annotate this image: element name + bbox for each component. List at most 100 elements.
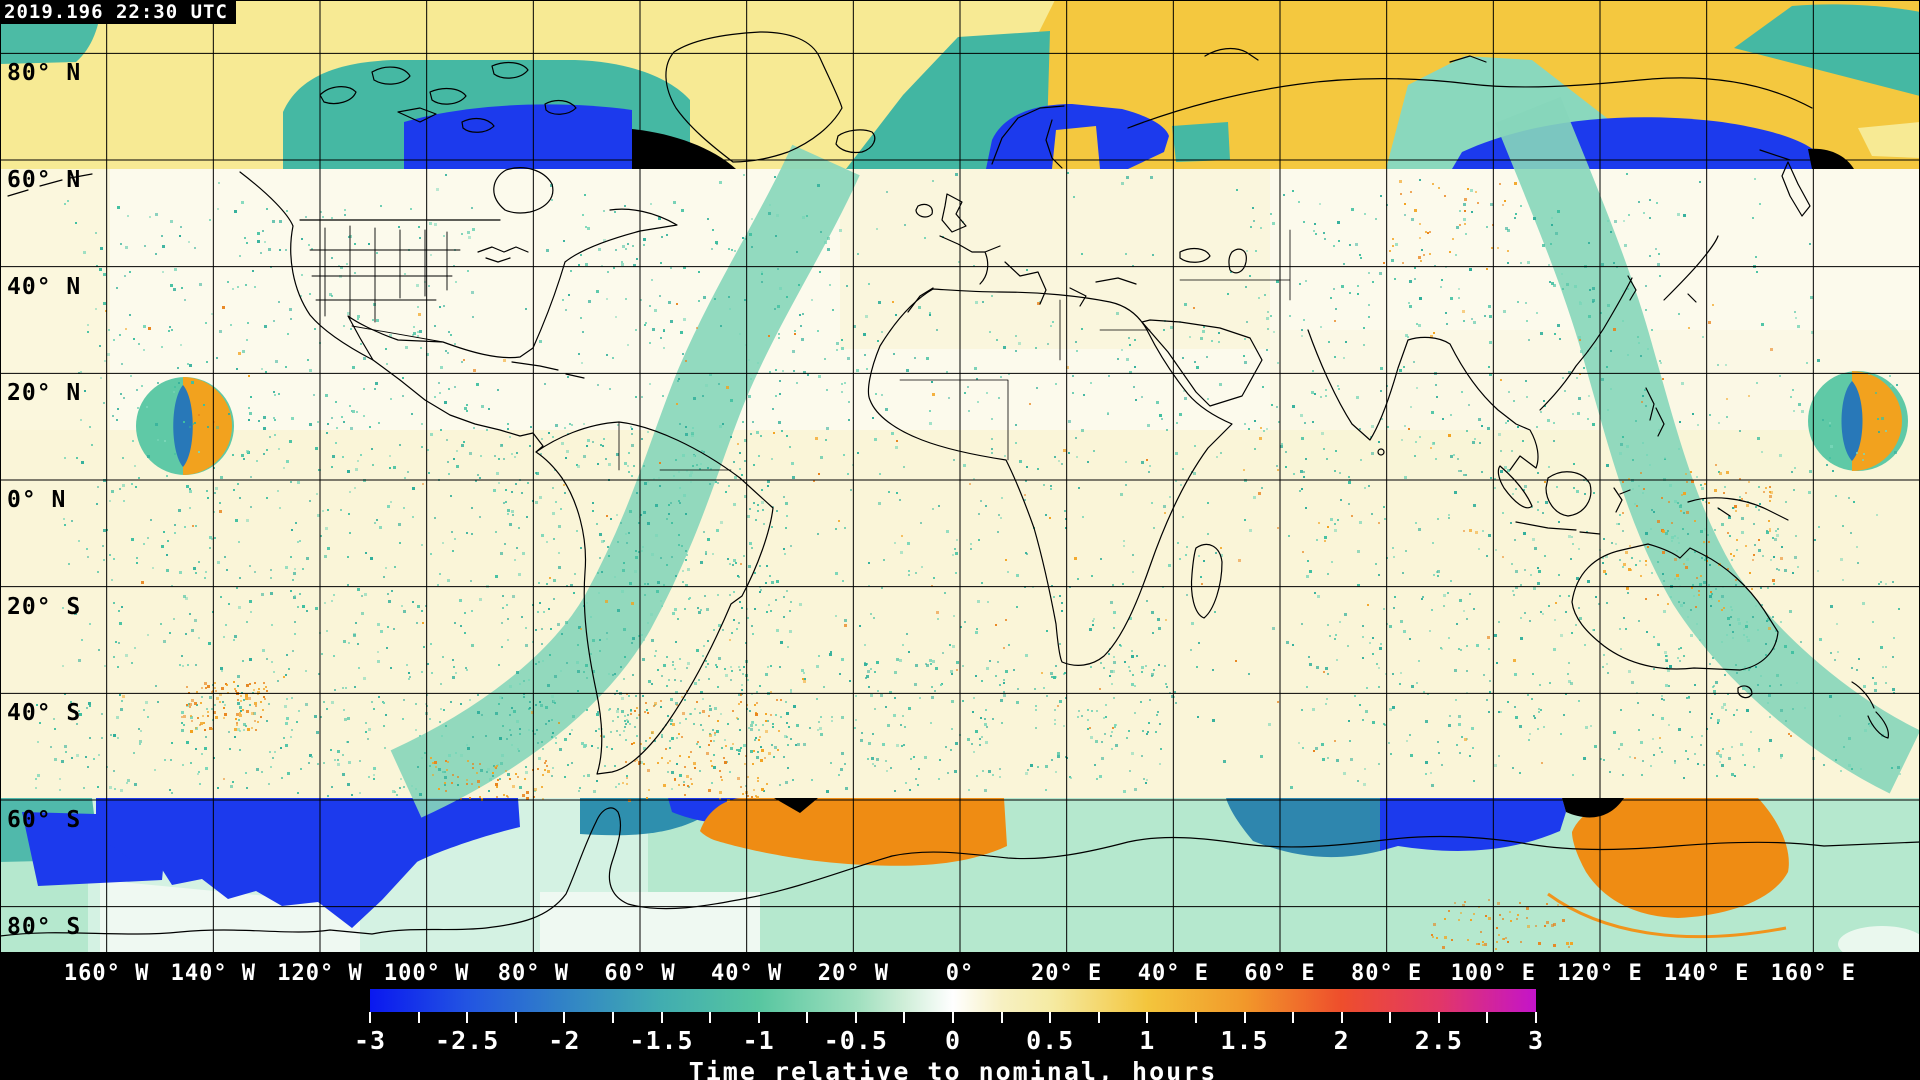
colorbar-gradient bbox=[370, 989, 1536, 1012]
lon-label: 140° W bbox=[170, 961, 257, 986]
lon-label: 0° bbox=[945, 961, 975, 986]
descending-swaths bbox=[390, 97, 1920, 818]
lon-label: 160° E bbox=[1770, 961, 1857, 986]
us-state-lines bbox=[309, 225, 461, 343]
colorbar-tick bbox=[806, 1012, 809, 1023]
lon-label: 140° E bbox=[1663, 961, 1750, 986]
lat-label: 60° S bbox=[7, 807, 82, 833]
country-borders bbox=[618, 229, 1291, 471]
colorbar-tick bbox=[1243, 1012, 1246, 1023]
descending-swath-east bbox=[1495, 97, 1920, 794]
no-data-wedge-se bbox=[1562, 798, 1624, 818]
coast-antarctica bbox=[0, 807, 1920, 937]
arctic-islands bbox=[319, 61, 577, 133]
coast-greenland bbox=[665, 31, 843, 163]
colorbar-label: 1 bbox=[1139, 1026, 1156, 1055]
colorbar-tick bbox=[709, 1012, 712, 1023]
colorbar-title: Time relative to nominal, hours bbox=[688, 1057, 1218, 1080]
lon-label: 20° E bbox=[1031, 961, 1103, 986]
colorbar-tick bbox=[1049, 1012, 1052, 1023]
lon-label: 80° E bbox=[1351, 961, 1423, 986]
colorbar-tick bbox=[1389, 1012, 1392, 1023]
lon-label: 160° W bbox=[63, 961, 150, 986]
coast-kamchatka bbox=[1759, 149, 1811, 217]
coast-se-asia-islands bbox=[1497, 387, 1789, 535]
lon-label: 60° W bbox=[604, 961, 676, 986]
descending-swath-west bbox=[390, 144, 860, 818]
colorbar-tick bbox=[1194, 1012, 1197, 1023]
timestamp-badge: 2019.196 22:30 UTC bbox=[0, 0, 236, 24]
colorbar-tick bbox=[660, 1012, 663, 1023]
lat-label: 80° N bbox=[7, 60, 82, 87]
map-border bbox=[0, 952, 1920, 957]
coast-madagascar bbox=[1190, 543, 1223, 619]
coast-europe bbox=[907, 235, 1137, 313]
lat-label: 20° N bbox=[7, 380, 82, 407]
great-lakes bbox=[477, 246, 529, 263]
colorbar-label: -0.5 bbox=[823, 1026, 888, 1055]
colorbar-label: -1.5 bbox=[629, 1026, 694, 1055]
lat-label: 20° S bbox=[7, 593, 82, 620]
colorbar-label: -1 bbox=[742, 1026, 775, 1055]
lon-label: 100° E bbox=[1450, 961, 1537, 986]
colorbar-label: -2 bbox=[548, 1026, 581, 1055]
caribbean-islands bbox=[511, 361, 585, 379]
coast-south-america bbox=[535, 421, 774, 775]
colorbar-tick bbox=[1292, 1012, 1295, 1023]
lon-label: 40° E bbox=[1137, 961, 1209, 986]
colorbar-tick bbox=[514, 1012, 517, 1023]
black-caspian-seas bbox=[1179, 247, 1247, 274]
colorbar-tick bbox=[1146, 1012, 1149, 1023]
colorbar-label: 3 bbox=[1527, 1026, 1545, 1055]
colorbar-tick bbox=[369, 1012, 371, 1023]
colorbar-tick bbox=[1000, 1012, 1003, 1023]
coastlines bbox=[0, 31, 1920, 937]
colorbar-tick bbox=[1535, 1012, 1537, 1023]
coast-arabia bbox=[1141, 319, 1263, 407]
lat-label: 0° N bbox=[7, 487, 67, 513]
colorbar-label: 2 bbox=[1333, 1026, 1350, 1055]
coast-hudson-bay bbox=[493, 167, 554, 214]
lon-label: 120° E bbox=[1557, 961, 1643, 986]
lon-label: 100° W bbox=[383, 961, 470, 986]
lon-label: 60° E bbox=[1244, 961, 1316, 986]
lon-label: 80° W bbox=[497, 961, 569, 986]
colorbar-label: 0 bbox=[944, 1026, 962, 1055]
colorbar-tick bbox=[1486, 1012, 1489, 1023]
coast-japan bbox=[1663, 235, 1719, 303]
coast-east-asia bbox=[1539, 275, 1637, 411]
coast-australia bbox=[1571, 543, 1779, 671]
colorbar-label: -2.5 bbox=[435, 1026, 500, 1055]
colorbar-tick bbox=[563, 1012, 566, 1023]
colorbar-tick bbox=[1437, 1012, 1440, 1023]
sri-lanka bbox=[1377, 448, 1385, 456]
colorbar-tick bbox=[466, 1012, 469, 1023]
lon-label: 20° W bbox=[817, 961, 889, 986]
colorbar-label: 2.5 bbox=[1414, 1026, 1463, 1055]
lat-label: 40° S bbox=[7, 700, 82, 727]
colorbar-tick bbox=[757, 1012, 760, 1023]
lon-label: 40° W bbox=[711, 961, 783, 986]
colorbar-tick bbox=[1340, 1012, 1343, 1023]
no-data-wedge-ne bbox=[1808, 148, 1854, 169]
world-map bbox=[0, 0, 1920, 957]
geo-disc-west bbox=[136, 377, 234, 475]
coast-russia-north bbox=[1127, 47, 1813, 129]
no-data-wedge-nw bbox=[632, 129, 736, 169]
colorbar-tick bbox=[417, 1012, 420, 1023]
colorbar-tick bbox=[903, 1012, 906, 1023]
colorbar-tick bbox=[952, 1012, 954, 1023]
colorbar-tick bbox=[611, 1012, 614, 1023]
lat-label: 80° S bbox=[7, 913, 82, 940]
colorbar-tick bbox=[854, 1012, 857, 1023]
coast-central-america bbox=[372, 359, 544, 453]
coast-india bbox=[1307, 329, 1539, 471]
lat-label: 40° N bbox=[7, 273, 82, 300]
colorbar-label: 0.5 bbox=[1026, 1026, 1075, 1055]
coast-tasmania-nz bbox=[1737, 681, 1889, 739]
coast-iceland bbox=[835, 129, 876, 154]
coast-africa bbox=[867, 288, 1233, 666]
coast-uk-ireland bbox=[915, 193, 967, 233]
coast-scandinavia bbox=[991, 105, 1065, 169]
